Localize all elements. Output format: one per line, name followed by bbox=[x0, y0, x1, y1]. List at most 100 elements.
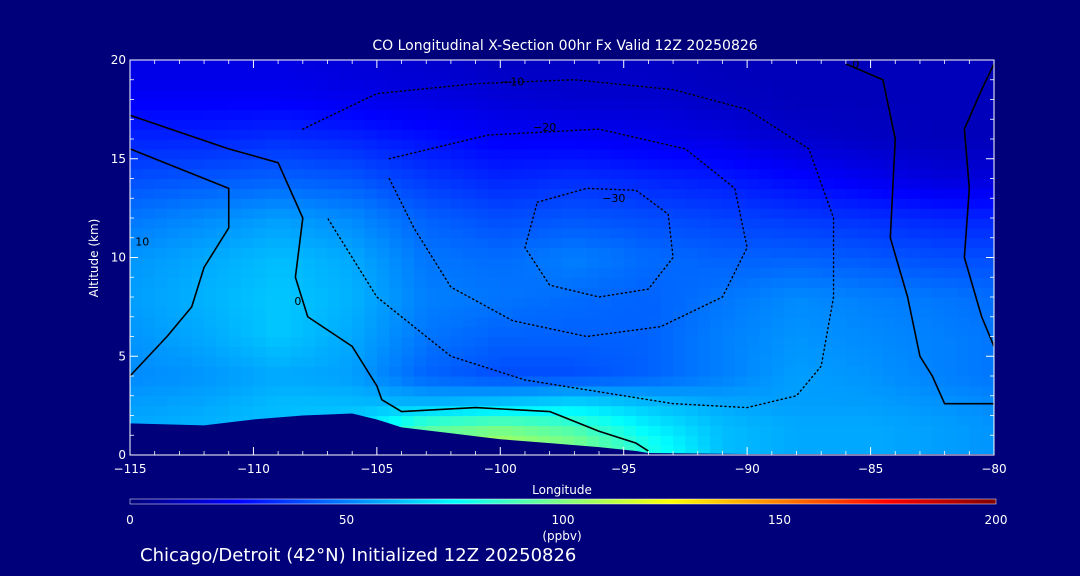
heat-cell bbox=[574, 306, 588, 318]
heat-cell bbox=[228, 336, 242, 347]
heat-cell bbox=[882, 158, 896, 170]
heat-cell bbox=[759, 336, 773, 347]
heat-cell bbox=[734, 89, 748, 101]
heat-cell bbox=[796, 297, 810, 308]
heat-cell bbox=[278, 297, 292, 308]
heat-cell bbox=[376, 79, 390, 91]
heat-cell bbox=[204, 178, 217, 189]
heat-cell bbox=[747, 316, 761, 328]
x-tick-label: −100 bbox=[484, 462, 517, 476]
heat-cell bbox=[142, 316, 156, 328]
heat-cell bbox=[599, 336, 612, 347]
heat-cell bbox=[228, 277, 242, 288]
heat-cell bbox=[537, 267, 551, 278]
heat-cell bbox=[265, 158, 279, 170]
heat-cell bbox=[524, 366, 538, 377]
heat-cell bbox=[389, 227, 403, 239]
heat-cell bbox=[574, 148, 588, 160]
heat-cell bbox=[500, 89, 514, 101]
heat-cell bbox=[858, 405, 872, 417]
heat-cell bbox=[845, 218, 859, 229]
heat-cell bbox=[549, 306, 563, 318]
heat-cell bbox=[895, 405, 909, 417]
heat-cell bbox=[697, 208, 711, 219]
heat-cell bbox=[339, 218, 353, 229]
heat-cell bbox=[228, 346, 242, 357]
heat-cell bbox=[833, 435, 847, 446]
heat-cell bbox=[673, 277, 687, 288]
heat-cell bbox=[413, 139, 427, 150]
heat-cell bbox=[981, 405, 994, 417]
heat-cell bbox=[130, 109, 143, 120]
heat-cell bbox=[784, 139, 798, 150]
heat-cell bbox=[722, 316, 736, 328]
heat-cell bbox=[636, 208, 649, 219]
heat-cell bbox=[450, 267, 464, 278]
heat-cell bbox=[870, 208, 884, 219]
heat-cell bbox=[944, 287, 958, 298]
heat-cell bbox=[944, 306, 958, 318]
heat-cell bbox=[882, 376, 896, 387]
heat-cell bbox=[833, 366, 847, 377]
heat-cell bbox=[969, 188, 983, 199]
heat-cell bbox=[747, 247, 761, 259]
heat-cell bbox=[673, 247, 687, 259]
heat-cell bbox=[438, 89, 452, 101]
heat-cell bbox=[364, 405, 378, 417]
heat-cell bbox=[130, 60, 143, 71]
heat-cell bbox=[858, 395, 872, 407]
heat-cell bbox=[771, 208, 785, 219]
heat-cell bbox=[438, 376, 452, 387]
heat-cell bbox=[734, 188, 748, 199]
heat-cell bbox=[784, 79, 798, 91]
heat-cell bbox=[389, 385, 403, 397]
heat-cell bbox=[833, 445, 847, 455]
heat-cell bbox=[426, 287, 440, 298]
heat-cell bbox=[413, 277, 427, 288]
heat-cell bbox=[487, 119, 501, 130]
heat-cell bbox=[796, 227, 810, 239]
heat-cell bbox=[636, 237, 649, 249]
heat-cell bbox=[413, 218, 427, 229]
heat-cell bbox=[771, 60, 785, 71]
heat-cell bbox=[426, 395, 440, 407]
heat-cell bbox=[364, 69, 378, 81]
heat-cell bbox=[549, 395, 563, 407]
heat-cell bbox=[204, 336, 217, 347]
heat-cell bbox=[697, 188, 711, 199]
heat-cell bbox=[179, 148, 193, 160]
heat-cell bbox=[734, 297, 748, 308]
heat-cell bbox=[253, 356, 267, 367]
heat-cell bbox=[290, 60, 304, 71]
heat-cell bbox=[191, 218, 205, 229]
heat-cell bbox=[487, 168, 501, 180]
heat-cell bbox=[969, 277, 983, 288]
heat-cell bbox=[882, 326, 896, 338]
heat-cell bbox=[845, 316, 859, 328]
heat-cell bbox=[191, 109, 205, 120]
heat-cell bbox=[919, 267, 933, 278]
heat-cell bbox=[697, 316, 711, 328]
heat-cell bbox=[660, 208, 674, 219]
heat-cell bbox=[154, 376, 168, 387]
heat-cell bbox=[808, 277, 822, 288]
heat-cell bbox=[142, 60, 156, 71]
heat-cell bbox=[870, 139, 884, 150]
heat-cell bbox=[821, 227, 835, 239]
heat-cell bbox=[956, 99, 970, 110]
heat-cell bbox=[290, 109, 304, 120]
heat-cell bbox=[315, 385, 329, 397]
heat-cell bbox=[179, 316, 193, 328]
heat-cell bbox=[710, 435, 724, 446]
heat-cell bbox=[648, 119, 662, 130]
heat-cell bbox=[611, 366, 625, 377]
heat-cell bbox=[413, 188, 427, 199]
heat-cell bbox=[932, 277, 946, 288]
heat-cell bbox=[685, 346, 699, 357]
heat-cell bbox=[599, 306, 612, 318]
heat-cell bbox=[673, 356, 687, 367]
heat-cell bbox=[796, 188, 810, 199]
heat-cell bbox=[932, 227, 946, 239]
heat-cell bbox=[771, 356, 785, 367]
heat-cell bbox=[660, 405, 674, 417]
